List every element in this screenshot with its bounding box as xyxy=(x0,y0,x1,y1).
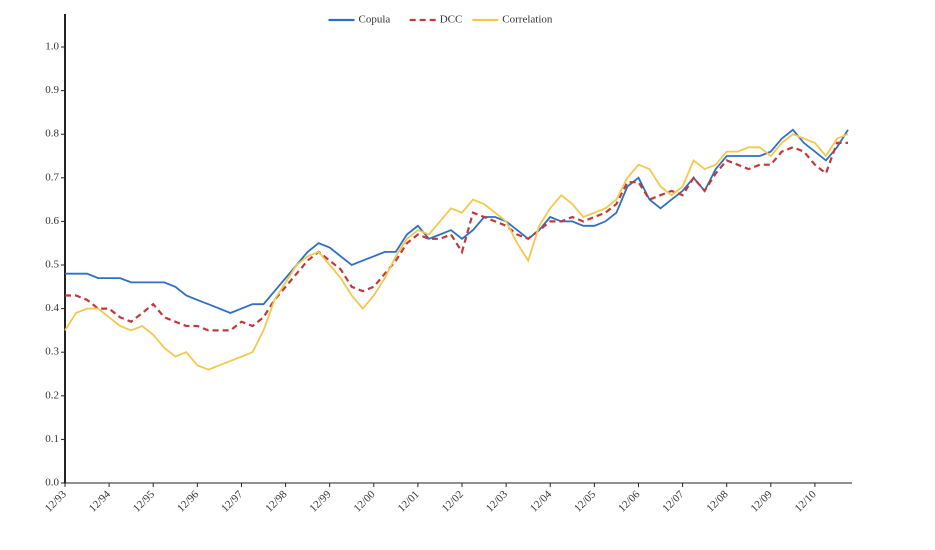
x-tick-label: 12/97 xyxy=(219,488,246,515)
x-tick-label: 12/95 xyxy=(131,488,158,515)
y-tick-label: 0.7 xyxy=(45,171,59,183)
series-line xyxy=(65,141,848,332)
x-tick-label: 12/04 xyxy=(528,488,555,515)
x-tick-label: 12/03 xyxy=(484,488,511,515)
series-line xyxy=(64,133,849,371)
y-tick-label: 0.1 xyxy=(45,433,59,445)
x-tick-label: 12/93 xyxy=(43,488,70,515)
y-tick-label: 0.2 xyxy=(45,389,59,401)
legend-label: Copula xyxy=(359,14,391,26)
y-tick-label: 0.3 xyxy=(45,346,59,358)
y-tick-label: 1.0 xyxy=(45,41,59,53)
x-tick-label: 12/07 xyxy=(660,488,687,515)
x-tick-label: 12/00 xyxy=(351,488,378,515)
x-tick-label: 12/02 xyxy=(440,488,466,514)
x-tick-label: 12/06 xyxy=(616,488,643,515)
y-tick-label: 0.5 xyxy=(45,259,59,271)
legend-label: DCC xyxy=(440,14,463,26)
y-tick-label: 0.4 xyxy=(45,302,59,314)
y-tick-label: 0.8 xyxy=(45,128,59,140)
y-tick-label: 0.6 xyxy=(45,215,59,227)
x-tick-label: 12/96 xyxy=(175,488,202,515)
x-tick-label: 12/08 xyxy=(704,488,731,515)
x-tick-label: 12/05 xyxy=(572,488,599,515)
y-tick-label: 0.9 xyxy=(45,84,59,96)
series-line xyxy=(65,128,849,314)
x-tick-label: 12/10 xyxy=(793,488,820,515)
x-tick-label: 12/98 xyxy=(263,488,290,515)
x-tick-label: 12/94 xyxy=(87,488,114,515)
x-tick-label: 12/99 xyxy=(307,488,334,515)
legend-label: Correlation xyxy=(502,14,553,26)
x-tick-label: 12/09 xyxy=(749,488,776,515)
x-tick-label: 12/01 xyxy=(396,488,422,514)
y-tick-label: 0.0 xyxy=(45,477,59,489)
